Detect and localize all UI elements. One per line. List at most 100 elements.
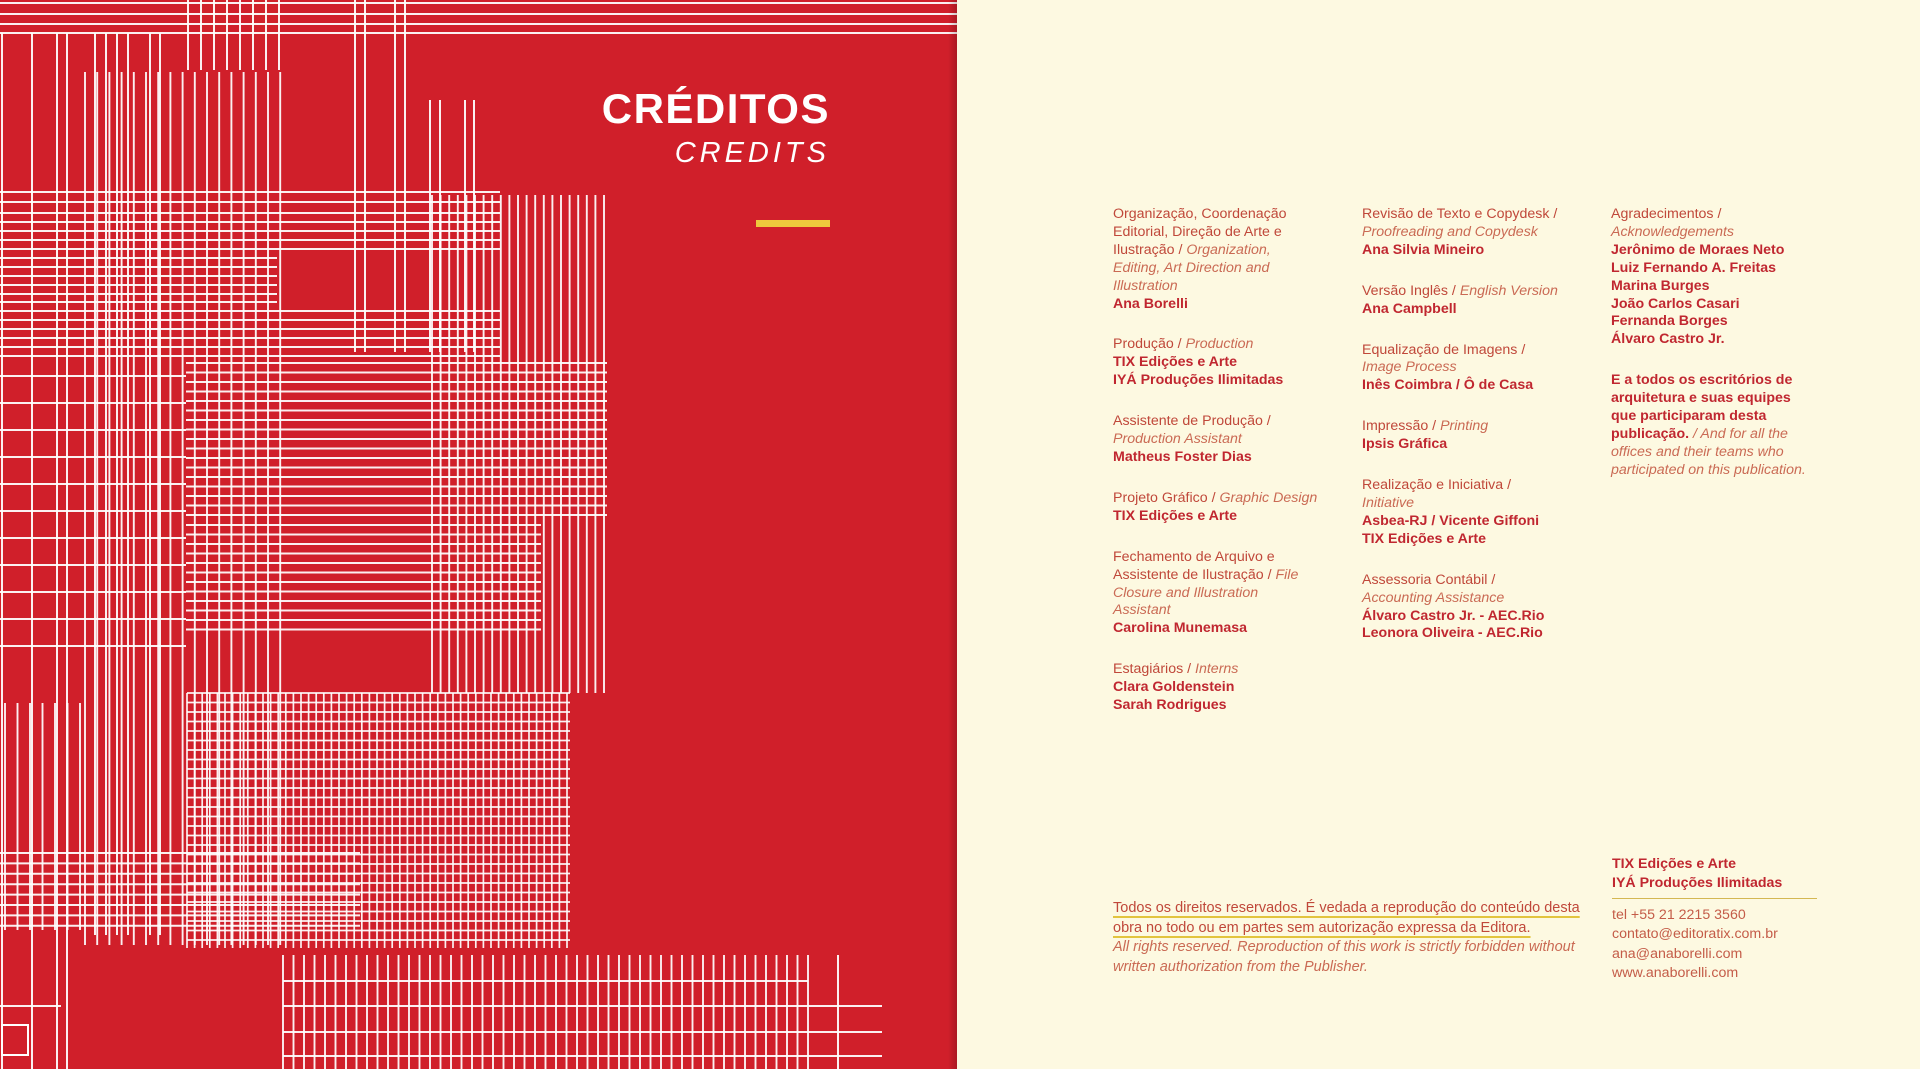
label-pt: Agradecimentos / bbox=[1611, 206, 1722, 222]
contact-lines: tel +55 21 2215 3560 contato@editoratix.c… bbox=[1612, 906, 1822, 983]
label-en: File Closure and Illustration Assistant bbox=[1113, 566, 1299, 619]
line-art-pattern bbox=[0, 0, 957, 1069]
section-label: Realização e Iniciativa / Initiative bbox=[1362, 477, 1567, 513]
person-name: Ana Campbell bbox=[1362, 300, 1457, 317]
label-en: Production bbox=[1185, 336, 1254, 353]
rights-text-pt: Todos os direitos reservados. É vedada a… bbox=[1113, 900, 1580, 936]
label-en: Graphic Design bbox=[1219, 489, 1318, 506]
person-name: Clara Goldenstein bbox=[1113, 679, 1235, 696]
label-en: Interns bbox=[1195, 661, 1239, 678]
person-name: TIX Edições e Arte bbox=[1362, 530, 1487, 547]
label-en: Proofreading and Copydesk bbox=[1362, 223, 1538, 240]
title-underline-dash bbox=[756, 220, 830, 227]
section-label: Impressão / Printing bbox=[1362, 418, 1567, 436]
section-label: Revisão de Texto e Copydesk / Proofreadi… bbox=[1362, 206, 1567, 242]
contact-line: www.anaborelli.com bbox=[1612, 964, 1739, 981]
label-pt: Assessoria Contábil / bbox=[1362, 571, 1496, 588]
credit-section: Organização, Coordenação Editorial, Dire… bbox=[1113, 206, 1318, 313]
credit-section: E a todos os escritórios de arquitetura … bbox=[1611, 372, 1816, 479]
page-subtitle: CREDITS bbox=[674, 137, 830, 169]
person-name: Leonora Oliveira - AEC.Rio bbox=[1362, 625, 1543, 642]
label-en: Accounting Assistance bbox=[1362, 589, 1505, 606]
credit-section: Fechamento de Arquivo e Assistente de Il… bbox=[1113, 549, 1318, 639]
section-label: Estagiários / Interns bbox=[1113, 661, 1318, 679]
section-label: Produção / Production bbox=[1113, 336, 1318, 354]
person-name: Luiz Fernando A. Freitas bbox=[1611, 259, 1777, 276]
credit-section: Projeto Gráfico / Graphic Design TIX Ediç… bbox=[1113, 490, 1318, 526]
person-name: Álvaro Castro Jr. - AEC.Rio bbox=[1362, 607, 1545, 624]
credits-columns: Organização, Coordenação Editorial, Dire… bbox=[1113, 206, 1816, 738]
section-label: Agradecimentos / Acknowledgements bbox=[1611, 206, 1816, 242]
person-name: Álvaro Castro Jr. bbox=[1611, 331, 1725, 348]
person-name: Matheus Foster Dias bbox=[1113, 448, 1252, 465]
credit-section: Produção / Production TIX Edições e Arte I… bbox=[1113, 336, 1318, 390]
contact-divider bbox=[1612, 898, 1817, 899]
person-name: João Carlos Casari bbox=[1611, 295, 1740, 312]
page-title: CRÉDITOS bbox=[601, 85, 830, 132]
label-en: Acknowledgements bbox=[1611, 223, 1735, 240]
label-en: Image Process bbox=[1362, 359, 1457, 376]
label-pt: Versão Inglês / bbox=[1362, 282, 1456, 299]
credit-section: Assessoria Contábil / Accounting Assista… bbox=[1362, 572, 1567, 644]
person-name: TIX Edições e Arte bbox=[1113, 354, 1238, 371]
contact-block: TIX Edições e Arte IYÁ Produções Ilimitad… bbox=[1612, 855, 1822, 983]
credit-section: Impressão / Printing Ipsis Gráfica bbox=[1362, 418, 1567, 454]
label-en: Organization, Editing, Art Direction and… bbox=[1113, 241, 1271, 294]
label-pt: Revisão de Texto e Copydesk / bbox=[1362, 206, 1558, 222]
red-art-panel: CRÉDITOS CREDITS bbox=[0, 0, 957, 1069]
label-pt: Projeto Gráfico / bbox=[1113, 489, 1216, 506]
credit-section: Realização e Iniciativa / Initiative Asbe… bbox=[1362, 477, 1567, 549]
credits-column: Revisão de Texto e Copydesk / Proofreadi… bbox=[1362, 206, 1567, 738]
rights-notice: Todos os direitos reservados. É vedada a… bbox=[1113, 899, 1591, 978]
contact-line: contato@editoratix.com.br bbox=[1612, 926, 1778, 943]
credit-section: Agradecimentos / Acknowledgements Jerônim… bbox=[1611, 206, 1816, 349]
section-label: Projeto Gráfico / Graphic Design bbox=[1113, 490, 1318, 508]
title-block: CRÉDITOS CREDITS bbox=[602, 88, 830, 227]
label-pt: Realização e Iniciativa / bbox=[1362, 477, 1512, 494]
contact-line: tel +55 21 2215 3560 bbox=[1612, 907, 1746, 923]
section-label: Assessoria Contábil / Accounting Assista… bbox=[1362, 572, 1567, 608]
rights-text-en: All rights reserved. Reproduction of thi… bbox=[1113, 939, 1575, 976]
thanks-note-pt: E a todos os escritórios de arquitetura … bbox=[1611, 372, 1793, 442]
contact-line: ana@anaborelli.com bbox=[1612, 945, 1743, 962]
section-label: Assistente de Produção / Production Assi… bbox=[1113, 413, 1318, 449]
person-name: Carolina Munemasa bbox=[1113, 620, 1248, 637]
publisher-names: TIX Edições e Arte IYÁ Produções Ilimitad… bbox=[1612, 855, 1822, 893]
section-label: Versão Inglês / English Version bbox=[1362, 283, 1567, 301]
org-name: IYÁ Produções Ilimitadas bbox=[1612, 875, 1783, 891]
label-pt: Organização, Coordenação Editorial, Dire… bbox=[1113, 206, 1287, 258]
credit-section: Equalização de Imagens / Image Process In… bbox=[1362, 342, 1567, 396]
label-en: Initiative bbox=[1362, 494, 1415, 511]
thanks-note: E a todos os escritórios de arquitetura … bbox=[1611, 372, 1816, 479]
org-name: TIX Edições e Arte bbox=[1612, 856, 1737, 872]
thanks-note-en: / And for all the offices and their team… bbox=[1611, 425, 1806, 478]
credit-section: Revisão de Texto e Copydesk / Proofreadi… bbox=[1362, 206, 1567, 260]
label-en: English Version bbox=[1459, 282, 1558, 299]
credits-column: Agradecimentos / Acknowledgements Jerônim… bbox=[1611, 206, 1816, 738]
label-pt: Equalização de Imagens / bbox=[1362, 341, 1526, 358]
person-name: Asbea-RJ / Vicente Giffoni bbox=[1362, 512, 1540, 529]
credit-section: Assistente de Produção / Production Assi… bbox=[1113, 413, 1318, 467]
person-name: Inês Coimbra / Ô de Casa bbox=[1362, 377, 1534, 394]
label-pt: Produção / bbox=[1113, 336, 1182, 353]
person-name: Ipsis Gráfica bbox=[1362, 436, 1448, 453]
person-name: TIX Edições e Arte bbox=[1113, 507, 1238, 524]
label-pt: Estagiários / bbox=[1113, 661, 1192, 678]
section-label: Equalização de Imagens / Image Process bbox=[1362, 342, 1567, 378]
label-en: Printing bbox=[1440, 418, 1489, 435]
person-name: Fernanda Borges bbox=[1611, 313, 1728, 330]
person-name: IYÁ Produções Ilimitadas bbox=[1113, 372, 1284, 389]
credit-section: Versão Inglês / English Version Ana Campb… bbox=[1362, 283, 1567, 319]
label-pt: Impressão / bbox=[1362, 418, 1437, 435]
section-label: Fechamento de Arquivo e Assistente de Il… bbox=[1113, 549, 1318, 621]
person-name: Sarah Rodrigues bbox=[1113, 697, 1227, 714]
person-name: Marina Burges bbox=[1611, 277, 1710, 294]
section-label: Organização, Coordenação Editorial, Dire… bbox=[1113, 206, 1318, 296]
credits-column: Organização, Coordenação Editorial, Dire… bbox=[1113, 206, 1318, 738]
person-name: Ana Borelli bbox=[1113, 295, 1188, 312]
label-pt: Fechamento de Arquivo e Assistente de Il… bbox=[1113, 548, 1275, 583]
label-en: Production Assistant bbox=[1113, 431, 1242, 448]
label-pt: Assistente de Produção / bbox=[1113, 413, 1271, 430]
person-name: Jerônimo de Moraes Neto bbox=[1611, 241, 1785, 258]
